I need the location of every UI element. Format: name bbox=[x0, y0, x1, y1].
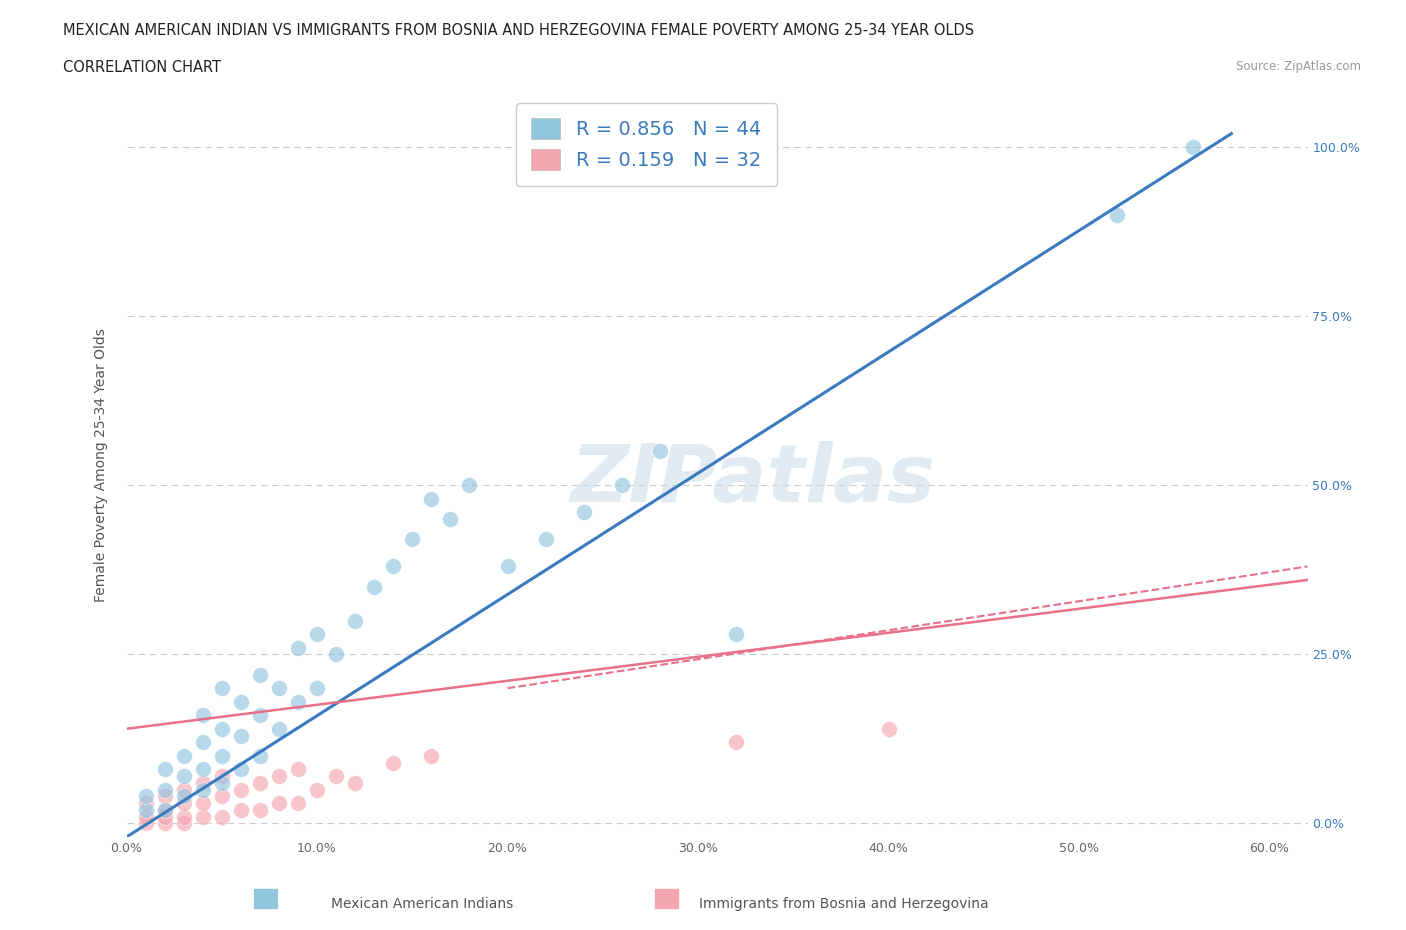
Point bbox=[725, 735, 748, 750]
Point bbox=[229, 803, 252, 817]
Point bbox=[153, 789, 176, 804]
Point bbox=[420, 491, 443, 506]
Point bbox=[153, 762, 176, 777]
Point bbox=[211, 776, 233, 790]
Point bbox=[153, 809, 176, 824]
Point bbox=[153, 782, 176, 797]
Text: Immigrants from Bosnia and Herzegovina: Immigrants from Bosnia and Herzegovina bbox=[699, 897, 988, 911]
Point bbox=[173, 789, 195, 804]
Point bbox=[725, 627, 748, 642]
Point bbox=[173, 769, 195, 784]
Point bbox=[135, 796, 157, 811]
Point bbox=[325, 647, 347, 662]
Point bbox=[344, 776, 367, 790]
Point bbox=[173, 749, 195, 764]
Point bbox=[458, 478, 481, 493]
Point bbox=[382, 559, 405, 574]
Point bbox=[267, 722, 290, 737]
Point bbox=[191, 782, 214, 797]
Legend: R = 0.856   N = 44, R = 0.159   N = 32: R = 0.856 N = 44, R = 0.159 N = 32 bbox=[516, 102, 776, 186]
Point bbox=[267, 769, 290, 784]
Point bbox=[173, 809, 195, 824]
Point bbox=[249, 776, 271, 790]
Point bbox=[191, 809, 214, 824]
Point bbox=[211, 749, 233, 764]
Y-axis label: Female Poverty Among 25-34 Year Olds: Female Poverty Among 25-34 Year Olds bbox=[94, 328, 108, 602]
Point bbox=[1182, 140, 1205, 154]
Point bbox=[191, 735, 214, 750]
Point bbox=[287, 796, 309, 811]
Point bbox=[173, 782, 195, 797]
Point bbox=[135, 803, 157, 817]
Bar bbox=[253, 888, 278, 909]
Point bbox=[211, 789, 233, 804]
Point bbox=[420, 749, 443, 764]
Point bbox=[572, 505, 595, 520]
Point bbox=[211, 809, 233, 824]
Point bbox=[305, 627, 328, 642]
Point bbox=[610, 478, 633, 493]
Point bbox=[249, 667, 271, 682]
Point bbox=[1107, 207, 1129, 222]
Point bbox=[305, 681, 328, 696]
Point bbox=[287, 640, 309, 655]
Point bbox=[439, 512, 461, 526]
Point bbox=[211, 769, 233, 784]
Point bbox=[229, 762, 252, 777]
Point bbox=[877, 722, 900, 737]
Point bbox=[363, 579, 385, 594]
Point bbox=[229, 728, 252, 743]
Point bbox=[191, 762, 214, 777]
Point bbox=[382, 755, 405, 770]
Point bbox=[191, 796, 214, 811]
Text: MEXICAN AMERICAN INDIAN VS IMMIGRANTS FROM BOSNIA AND HERZEGOVINA FEMALE POVERTY: MEXICAN AMERICAN INDIAN VS IMMIGRANTS FR… bbox=[63, 23, 974, 38]
Point bbox=[153, 803, 176, 817]
Point bbox=[173, 816, 195, 830]
Point bbox=[135, 809, 157, 824]
Point bbox=[401, 532, 423, 547]
Point bbox=[305, 782, 328, 797]
Point bbox=[648, 444, 671, 458]
Point bbox=[249, 803, 271, 817]
Point bbox=[191, 708, 214, 723]
Point bbox=[135, 816, 157, 830]
Point bbox=[249, 708, 271, 723]
Point bbox=[267, 681, 290, 696]
Point bbox=[211, 681, 233, 696]
Point bbox=[249, 749, 271, 764]
Point bbox=[135, 789, 157, 804]
Text: ZIPatlas: ZIPatlas bbox=[569, 441, 935, 519]
Point bbox=[173, 796, 195, 811]
Text: Source: ZipAtlas.com: Source: ZipAtlas.com bbox=[1236, 60, 1361, 73]
Point bbox=[325, 769, 347, 784]
Point bbox=[496, 559, 519, 574]
Point bbox=[287, 695, 309, 710]
Bar bbox=[654, 888, 679, 909]
Point bbox=[534, 532, 557, 547]
Point bbox=[344, 613, 367, 628]
Point bbox=[229, 782, 252, 797]
Point bbox=[153, 803, 176, 817]
Point bbox=[211, 722, 233, 737]
Point bbox=[229, 695, 252, 710]
Text: Mexican American Indians: Mexican American Indians bbox=[330, 897, 513, 911]
Text: CORRELATION CHART: CORRELATION CHART bbox=[63, 60, 221, 75]
Point bbox=[287, 762, 309, 777]
Point bbox=[153, 816, 176, 830]
Point bbox=[191, 776, 214, 790]
Point bbox=[267, 796, 290, 811]
